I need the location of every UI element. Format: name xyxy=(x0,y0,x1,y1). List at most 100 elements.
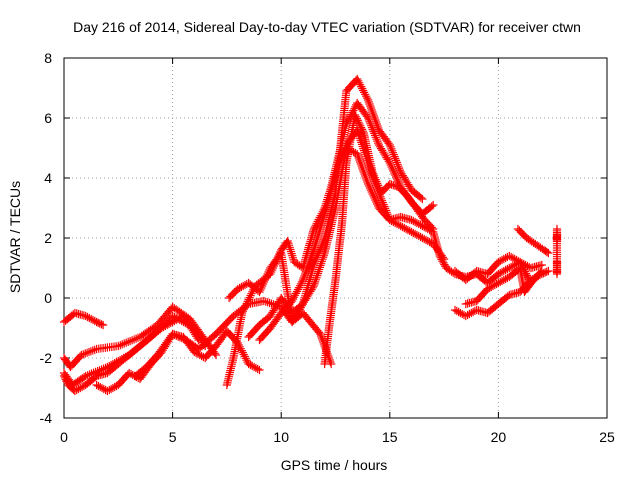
y-tick-label: 8 xyxy=(44,50,52,66)
data-point-sample xyxy=(319,251,329,260)
data-point-sample xyxy=(481,308,490,317)
data-point-sample xyxy=(519,230,528,240)
series-track-16 xyxy=(552,224,562,279)
data-point-sample xyxy=(358,127,367,136)
data-point-sample xyxy=(409,200,418,209)
data-point-sample xyxy=(542,247,551,257)
data-point-sample xyxy=(405,215,414,224)
data-point-sample xyxy=(367,165,377,174)
data-point-sample xyxy=(426,203,435,212)
data-point-sample xyxy=(400,188,409,198)
series-track-1 xyxy=(59,308,108,330)
chart-title: Day 216 of 2014, Sidereal Day-to-day VTE… xyxy=(73,19,581,35)
data-points xyxy=(59,74,562,396)
data-point-sample xyxy=(166,333,175,342)
data-point-sample xyxy=(285,299,294,309)
data-point-sample xyxy=(230,287,239,297)
data-point-sample xyxy=(89,374,98,383)
y-tick-label: 0 xyxy=(44,290,52,306)
data-point-sample xyxy=(342,89,351,98)
data-point xyxy=(544,266,553,276)
data-point-sample xyxy=(438,253,447,262)
data-point-sample xyxy=(330,205,340,215)
data-point-sample xyxy=(536,268,545,277)
data-point-sample xyxy=(94,318,103,327)
data-point-sample xyxy=(330,173,339,182)
data-point-sample xyxy=(427,202,436,211)
data-point-sample xyxy=(309,263,318,272)
data-point-sample xyxy=(469,269,478,278)
data-point-sample xyxy=(295,302,304,311)
y-tick-label: 4 xyxy=(44,170,52,186)
y-tick-label: -2 xyxy=(40,350,53,366)
data-point-sample xyxy=(480,287,489,297)
data-point-sample xyxy=(253,364,262,374)
data-point-sample xyxy=(416,193,425,202)
data-point-sample xyxy=(382,182,391,192)
x-tick-label: 20 xyxy=(491,429,507,445)
series-track-11 xyxy=(320,110,438,369)
data-point-sample xyxy=(415,192,424,201)
data-point-sample xyxy=(491,302,500,311)
data-point-sample xyxy=(252,323,261,333)
data-point-sample xyxy=(111,362,120,371)
data-point-sample xyxy=(165,306,174,315)
data-point-sample xyxy=(122,371,131,381)
data-point-sample xyxy=(418,212,427,221)
data-point-sample xyxy=(208,332,217,341)
series-track-14 xyxy=(450,251,546,288)
data-point-sample xyxy=(193,334,202,343)
data-point-sample xyxy=(502,293,511,302)
data-point-sample xyxy=(535,269,544,279)
data-point-sample xyxy=(154,326,163,335)
data-point-sample xyxy=(90,345,99,354)
axis-ticks: 0 5 10 15 20 25 -4 -2 0 2 4 6 8 xyxy=(40,50,615,445)
data-point-sample xyxy=(112,342,121,351)
data-point-sample xyxy=(132,344,141,353)
y-axis-label: SDTVAR / TECUs xyxy=(7,181,23,293)
data-point-sample xyxy=(361,110,370,119)
x-tick-label: 15 xyxy=(382,429,398,445)
data-point-sample xyxy=(228,356,237,365)
x-tick-label: 5 xyxy=(169,429,177,445)
data-point-sample xyxy=(74,353,83,363)
data-point-sample xyxy=(263,326,272,336)
data-point-sample xyxy=(350,77,359,87)
data-point-sample xyxy=(97,320,106,329)
data-point-sample xyxy=(481,269,490,278)
y-tick-label: 2 xyxy=(44,230,52,246)
data-point-sample xyxy=(383,137,392,146)
series-track-2 xyxy=(59,302,221,372)
data-point-sample xyxy=(313,326,322,335)
data-point-sample xyxy=(139,365,148,374)
data-point-sample xyxy=(274,312,283,321)
data-point-sample xyxy=(237,311,246,320)
data-point-sample xyxy=(535,261,545,270)
data-point-sample xyxy=(95,319,104,328)
data-point-sample xyxy=(79,311,88,320)
y-tick-label: -4 xyxy=(40,410,53,426)
grid xyxy=(64,58,607,418)
data-point-sample xyxy=(426,221,435,231)
data-point-sample xyxy=(209,344,218,354)
data-point-sample xyxy=(78,374,87,383)
x-tick-label: 0 xyxy=(60,429,68,445)
data-point-sample xyxy=(363,177,372,187)
y-tick-label: 6 xyxy=(44,110,52,126)
data-point-sample xyxy=(263,314,272,323)
data-point-sample xyxy=(67,311,76,320)
data-point-sample xyxy=(491,260,500,270)
data-point-sample xyxy=(319,211,329,221)
data-point-sample xyxy=(226,314,235,324)
data-point-sample xyxy=(427,223,436,232)
data-point-sample xyxy=(309,227,318,236)
data-point-sample xyxy=(542,267,551,276)
data-point-sample xyxy=(177,312,186,322)
data-point-sample xyxy=(309,247,318,257)
x-tick-label: 25 xyxy=(599,429,615,445)
data-point-sample xyxy=(541,246,550,256)
data-point-sample xyxy=(150,353,159,363)
data-point-sample xyxy=(491,272,500,281)
data-point-sample xyxy=(552,259,562,268)
